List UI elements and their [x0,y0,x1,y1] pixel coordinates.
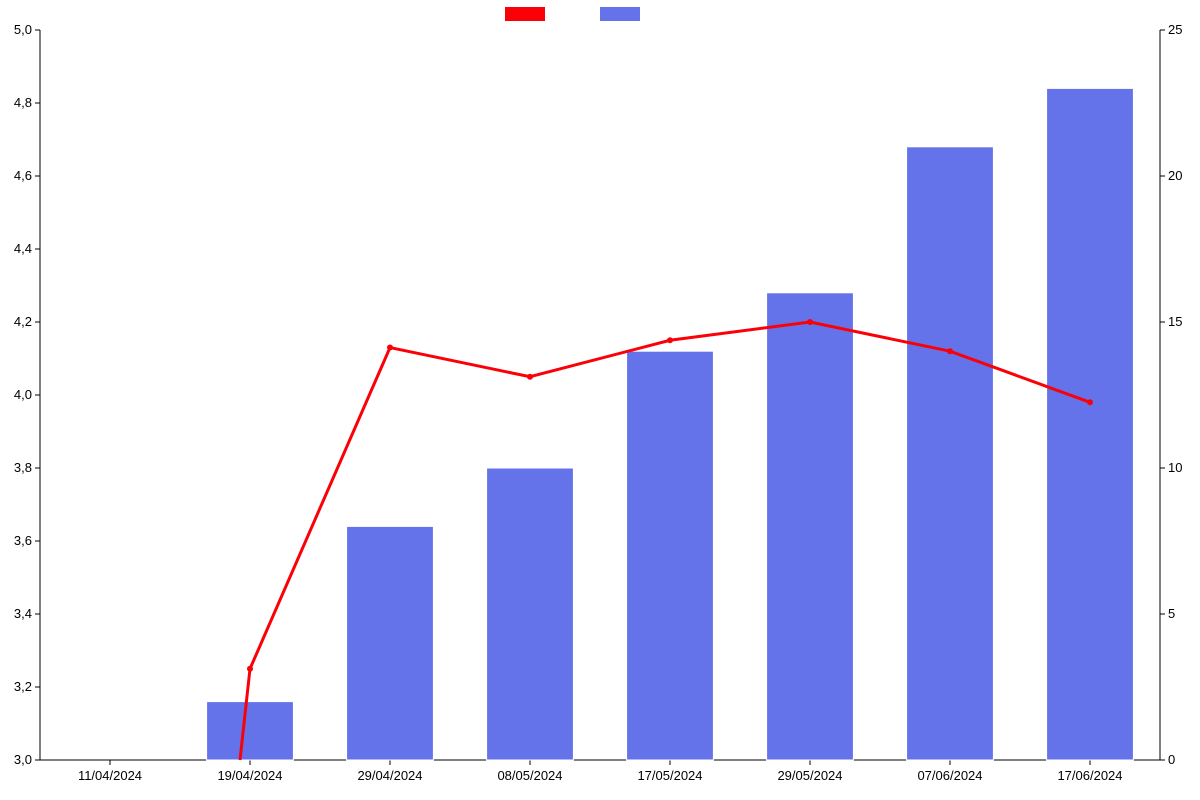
line-marker [247,666,253,672]
y-left-label: 4,4 [14,241,32,256]
y-left-label: 5,0 [14,22,32,37]
line-marker [807,319,813,325]
bar [487,468,574,760]
line-marker [387,345,393,351]
y-right-label: 15 [1168,314,1182,329]
chart-bg [0,0,1200,800]
y-right-label: 25 [1168,22,1182,37]
y-left-label: 4,2 [14,314,32,329]
bar [627,351,714,760]
y-left-label: 3,4 [14,606,32,621]
bar [347,526,434,760]
y-left-label: 4,6 [14,168,32,183]
line-marker [527,374,533,380]
y-left-label: 3,2 [14,679,32,694]
legend-swatch-line [505,7,545,21]
x-label: 29/05/2024 [777,768,842,783]
y-left-label: 3,8 [14,460,32,475]
x-label: 07/06/2024 [917,768,982,783]
chart-svg: 3,0 3,2 3,4 3,6 3,8 4,0 4,2 4,4 4,6 4,8 5,0 0 5 10 15 2… [0,0,1200,800]
y-left-label: 3,0 [14,752,32,767]
x-label: 17/05/2024 [637,768,702,783]
x-label: 17/06/2024 [1057,768,1122,783]
y-right-label: 20 [1168,168,1182,183]
x-label: 11/04/2024 [78,768,142,783]
y-left-label: 4,8 [14,95,32,110]
bar [1047,88,1134,760]
chart-container: 3,0 3,2 3,4 3,6 3,8 4,0 4,2 4,4 4,6 4,8 5,0 0 5 10 15 2… [0,0,1200,800]
y-left-label: 3,6 [14,533,32,548]
line-marker [947,348,953,354]
x-label: 29/04/2024 [357,768,422,783]
bar [767,293,854,760]
line-marker [667,337,673,343]
y-right-label: 10 [1168,460,1182,475]
y-left-label: 4,0 [14,387,32,402]
x-label: 19/04/2024 [217,768,282,783]
y-right-label: 5 [1168,606,1175,621]
line-marker [1087,399,1093,405]
x-label: 08/05/2024 [497,768,562,783]
bar [207,702,294,760]
y-right-label: 0 [1168,752,1175,767]
legend-swatch-bar [600,7,640,21]
bar [907,147,994,760]
